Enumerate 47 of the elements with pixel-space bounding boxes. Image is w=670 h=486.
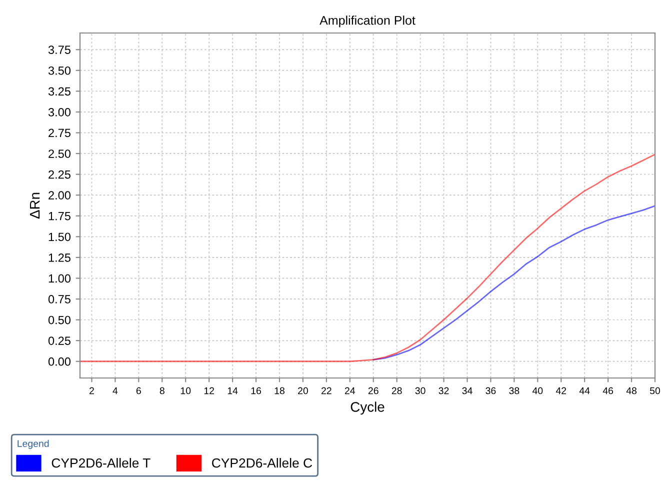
- y-tick-label: 2.00: [48, 191, 71, 200]
- y-tick-label: 0.25: [48, 336, 70, 345]
- y-tick-label: 1.75: [48, 212, 70, 220]
- legend-label: CYP2D6-Allele C: [212, 458, 312, 468]
- x-tick-label: 22: [322, 387, 332, 394]
- y-tick-label: 2.50: [48, 150, 71, 158]
- y-tick-label: 3.00: [48, 108, 71, 116]
- x-tick-label: 6: [136, 387, 141, 394]
- x-tick-label: 18: [274, 387, 284, 394]
- y-tick-label: 3.25: [48, 87, 70, 96]
- y-tick-label: 0.75: [48, 295, 70, 304]
- x-tick-label: 34: [462, 387, 472, 394]
- x-tick-label: 32: [438, 387, 449, 394]
- x-tick-label: 14: [228, 387, 238, 394]
- chart-title: Amplification Plot: [320, 16, 416, 28]
- x-tick-label: 24: [344, 387, 356, 394]
- x-tick-label: 46: [602, 387, 614, 394]
- y-tick-label: 1.00: [48, 274, 71, 283]
- x-tick-label: 8: [160, 387, 164, 394]
- y-axis-title: ΔRn: [30, 192, 40, 219]
- x-axis-title: Cycle: [350, 402, 384, 415]
- x-tick-label: 20: [298, 387, 308, 394]
- x-tick-label: 28: [392, 387, 402, 394]
- x-tick-label: 38: [509, 387, 520, 394]
- y-tick-label: 0.50: [48, 316, 71, 324]
- legend-title: Legend: [18, 440, 49, 449]
- x-tick-label: 30: [415, 387, 426, 394]
- y-tick-label: 2.25: [48, 170, 70, 179]
- y-tick-label: 0.00: [48, 357, 71, 366]
- y-tick-label: 1.25: [48, 253, 70, 262]
- y-tick-label: 2.75: [48, 128, 70, 138]
- x-tick-label: 50: [650, 387, 660, 394]
- x-tick-label: 2: [90, 387, 94, 394]
- legend-label: CYP2D6-Allele T: [52, 458, 150, 468]
- x-tick-label: 10: [180, 387, 191, 394]
- x-tick-label: 4: [112, 387, 118, 394]
- y-tick-label: 3.75: [48, 46, 70, 54]
- x-tick-label: 44: [579, 387, 590, 394]
- x-tick-label: 36: [486, 387, 496, 394]
- y-tick-label: 1.50: [48, 232, 71, 242]
- x-tick-label: 40: [532, 387, 543, 394]
- x-tick-label: 48: [626, 387, 637, 394]
- x-tick-label: 16: [251, 387, 261, 394]
- x-tick-label: 12: [204, 387, 214, 394]
- y-tick-label: 3.50: [48, 66, 71, 75]
- x-tick-label: 42: [556, 387, 566, 394]
- x-tick-label: 26: [368, 387, 378, 394]
